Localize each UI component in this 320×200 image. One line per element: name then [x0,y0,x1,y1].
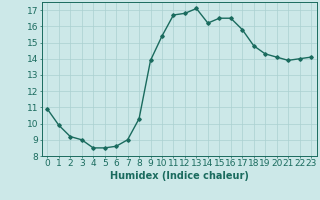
X-axis label: Humidex (Indice chaleur): Humidex (Indice chaleur) [110,171,249,181]
